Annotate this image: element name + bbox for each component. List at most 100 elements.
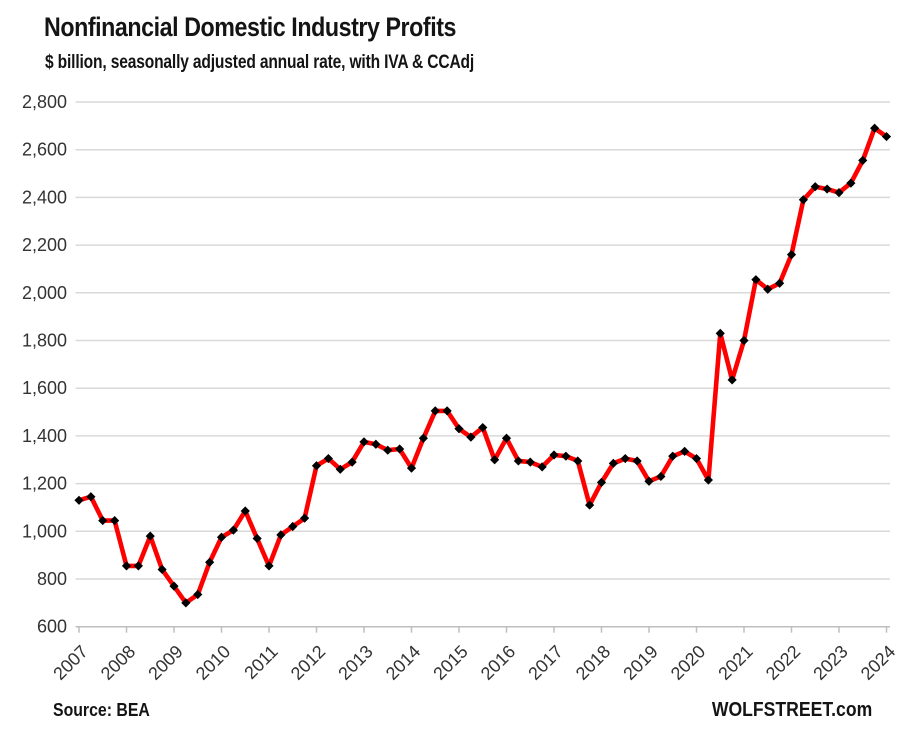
x-axis-label: 2022 [762,641,804,683]
data-point-marker [442,406,452,416]
data-point-marker [703,475,713,485]
x-axis-label: 2011 [240,641,282,683]
data-point-marker [870,123,880,133]
data-point-marker [383,445,393,455]
y-axis-label: 1,400 [22,426,67,446]
data-point-marker [335,464,345,474]
x-axis-label: 2014 [382,641,424,683]
data-point-marker [680,446,690,457]
x-axis-label: 2009 [144,641,186,683]
data-point-marker [347,457,357,467]
data-point-marker [513,456,523,466]
data-point-marker [240,506,250,516]
data-point-marker [620,453,630,464]
data-point-marker [573,456,583,466]
chart-title: Nonfinancial Domestic Industry Profits [44,12,457,42]
y-axis-label: 600 [37,617,67,637]
data-point-marker [644,476,654,486]
data-point-marker [739,335,749,346]
data-point-marker [691,453,702,464]
data-point-marker [775,278,785,288]
x-axis-label: 2023 [809,641,851,683]
x-axis-label: 2020 [667,641,709,683]
data-point-marker [430,406,440,416]
data-point-marker [110,515,120,526]
data-point-marker [145,531,155,541]
data-point-marker [406,463,417,473]
data-point-marker [715,328,725,338]
data-point-marker [834,188,844,198]
data-point-marker [537,462,547,472]
data-point-marker [454,424,464,434]
data-point-marker [501,433,512,443]
chart-subtitle: $ billion, seasonally adjusted annual ra… [45,52,475,73]
data-point-marker [371,439,381,449]
data-point-marker [656,471,666,482]
data-point-marker [98,515,108,526]
y-axis-label: 2,600 [22,140,67,160]
y-axis-label: 1,800 [22,331,67,351]
data-point-marker [798,195,808,205]
x-axis-label: 2008 [97,641,139,683]
data-point-marker [74,495,84,505]
data-point-marker [228,525,238,535]
data-point-marker [846,178,856,188]
x-axis-label: 2013 [334,641,376,683]
y-gridlines [75,101,890,580]
data-point-marker [763,284,773,294]
wolfstreet-branding: WOLFSTREET.com [711,699,872,721]
y-axis-label: 1,000 [22,521,67,541]
y-axis-label: 1,600 [22,378,67,398]
y-axis-label: 2,000 [22,283,67,303]
x-axis-labels: 2007 2008 2009 2010 2011 2012 2013 2014 2015 2016… [49,641,897,683]
x-axis-label: 2021 [714,641,756,683]
data-point-marker [858,155,868,166]
y-axis-label: 2,800 [22,92,67,112]
data-point-marker [157,564,167,575]
data-point-marker [525,457,535,467]
data-point-marker [311,461,322,471]
data-point-marker [288,521,298,532]
data-point-marker [810,182,820,192]
x-axis-label: 2017 [524,641,566,683]
data-point-marker [86,492,96,502]
data-point-marker [205,557,215,567]
x-axis-label: 2010 [192,641,234,683]
data-point-marker [276,530,286,540]
data-point-markers [74,123,892,608]
data-point-marker [751,275,761,285]
data-point-marker [608,458,618,468]
x-axis-label: 2015 [429,641,471,683]
data-point-marker [359,437,369,447]
y-axis-labels: 600 800 1,000 1,200 1,400 1,600 1,800 2,000 2,20… [22,92,67,637]
x-axis-label: 2018 [572,641,614,683]
source-note: Source: BEA [53,700,150,720]
x-axis-label: 2016 [477,641,519,683]
data-point-marker [418,433,428,443]
x-axis-label: 2012 [287,641,329,683]
data-point-marker [478,422,488,433]
y-axis-label: 2,400 [22,187,67,207]
data-point-marker [181,598,191,608]
x-axis-label: 2019 [619,641,661,683]
y-axis-label: 2,200 [22,235,67,255]
data-point-marker [216,532,227,542]
y-axis-label: 1,200 [22,474,67,494]
data-point-marker [490,455,500,465]
data-point-marker [252,533,262,544]
data-point-marker [549,450,559,460]
data-point-marker [323,453,333,464]
data-point-marker [121,561,132,571]
data-point-marker [596,477,607,488]
data-point-marker [727,375,737,385]
data-point-marker [466,432,476,442]
data-point-marker [585,500,595,510]
data-point-marker [561,451,571,461]
data-point-marker [668,451,678,461]
data-point-marker [395,444,405,454]
data-point-marker [881,131,892,142]
data-point-marker [169,581,179,591]
data-point-marker [193,589,203,600]
